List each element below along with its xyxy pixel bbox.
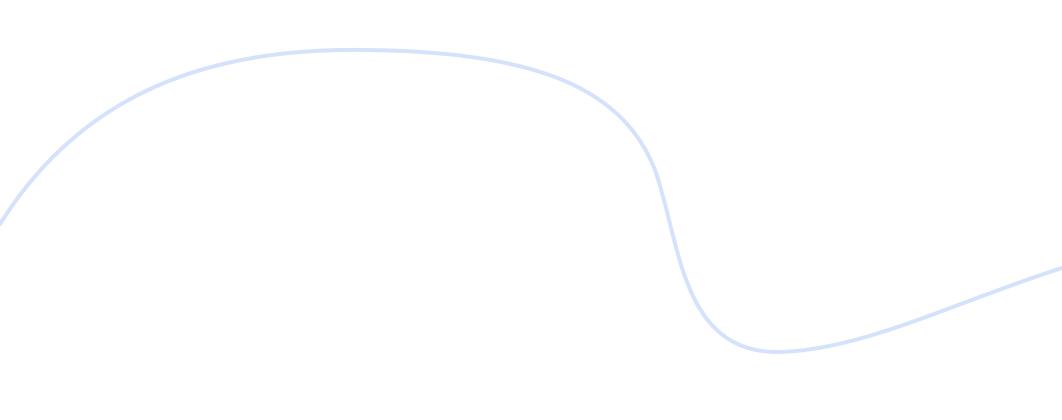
decorative-curve (0, 47, 1062, 355)
